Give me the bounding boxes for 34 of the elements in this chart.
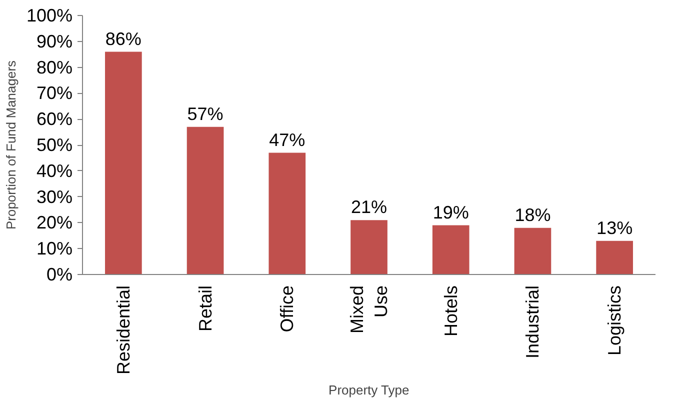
data-label: 47% bbox=[269, 130, 306, 150]
y-tick-label: 30% bbox=[36, 186, 73, 207]
y-tick-label: 50% bbox=[36, 135, 73, 155]
data-label: 13% bbox=[596, 218, 633, 238]
y-tick-label: 20% bbox=[36, 212, 73, 233]
bar bbox=[105, 52, 142, 274]
y-tick-label: 90% bbox=[36, 31, 73, 52]
y-tick-label: 60% bbox=[36, 109, 73, 130]
x-axis-title: Property Type bbox=[328, 382, 410, 398]
x-tick-label: Industrial bbox=[522, 285, 543, 359]
y-tick-label: 40% bbox=[36, 160, 73, 181]
x-tick-label: Logistics bbox=[604, 286, 625, 356]
y-axis-title: Proportion of Fund Managers bbox=[3, 60, 18, 230]
y-tick-label: 0% bbox=[46, 264, 72, 284]
y-tick-label: 10% bbox=[36, 238, 73, 259]
bar bbox=[268, 152, 306, 274]
data-label: 21% bbox=[350, 197, 388, 218]
data-label: 19% bbox=[432, 202, 469, 222]
data-label: 86% bbox=[105, 28, 142, 49]
bar bbox=[596, 240, 633, 274]
y-tick-label: 70% bbox=[36, 83, 73, 104]
x-tick-label: Hotels bbox=[440, 285, 461, 337]
data-label: 18% bbox=[514, 204, 551, 225]
bar bbox=[186, 126, 224, 274]
x-tick-label: Retail bbox=[195, 285, 216, 332]
bar bbox=[432, 225, 470, 274]
y-tick-label: 100% bbox=[26, 6, 73, 26]
x-tick-label: Mixed Use bbox=[347, 285, 391, 334]
x-tick-label: Residential bbox=[113, 285, 134, 375]
y-tick-label: 80% bbox=[36, 57, 73, 78]
data-label: 57% bbox=[187, 104, 224, 124]
bar bbox=[514, 228, 552, 274]
x-tick-label: Office bbox=[277, 286, 298, 332]
bar bbox=[350, 220, 388, 274]
